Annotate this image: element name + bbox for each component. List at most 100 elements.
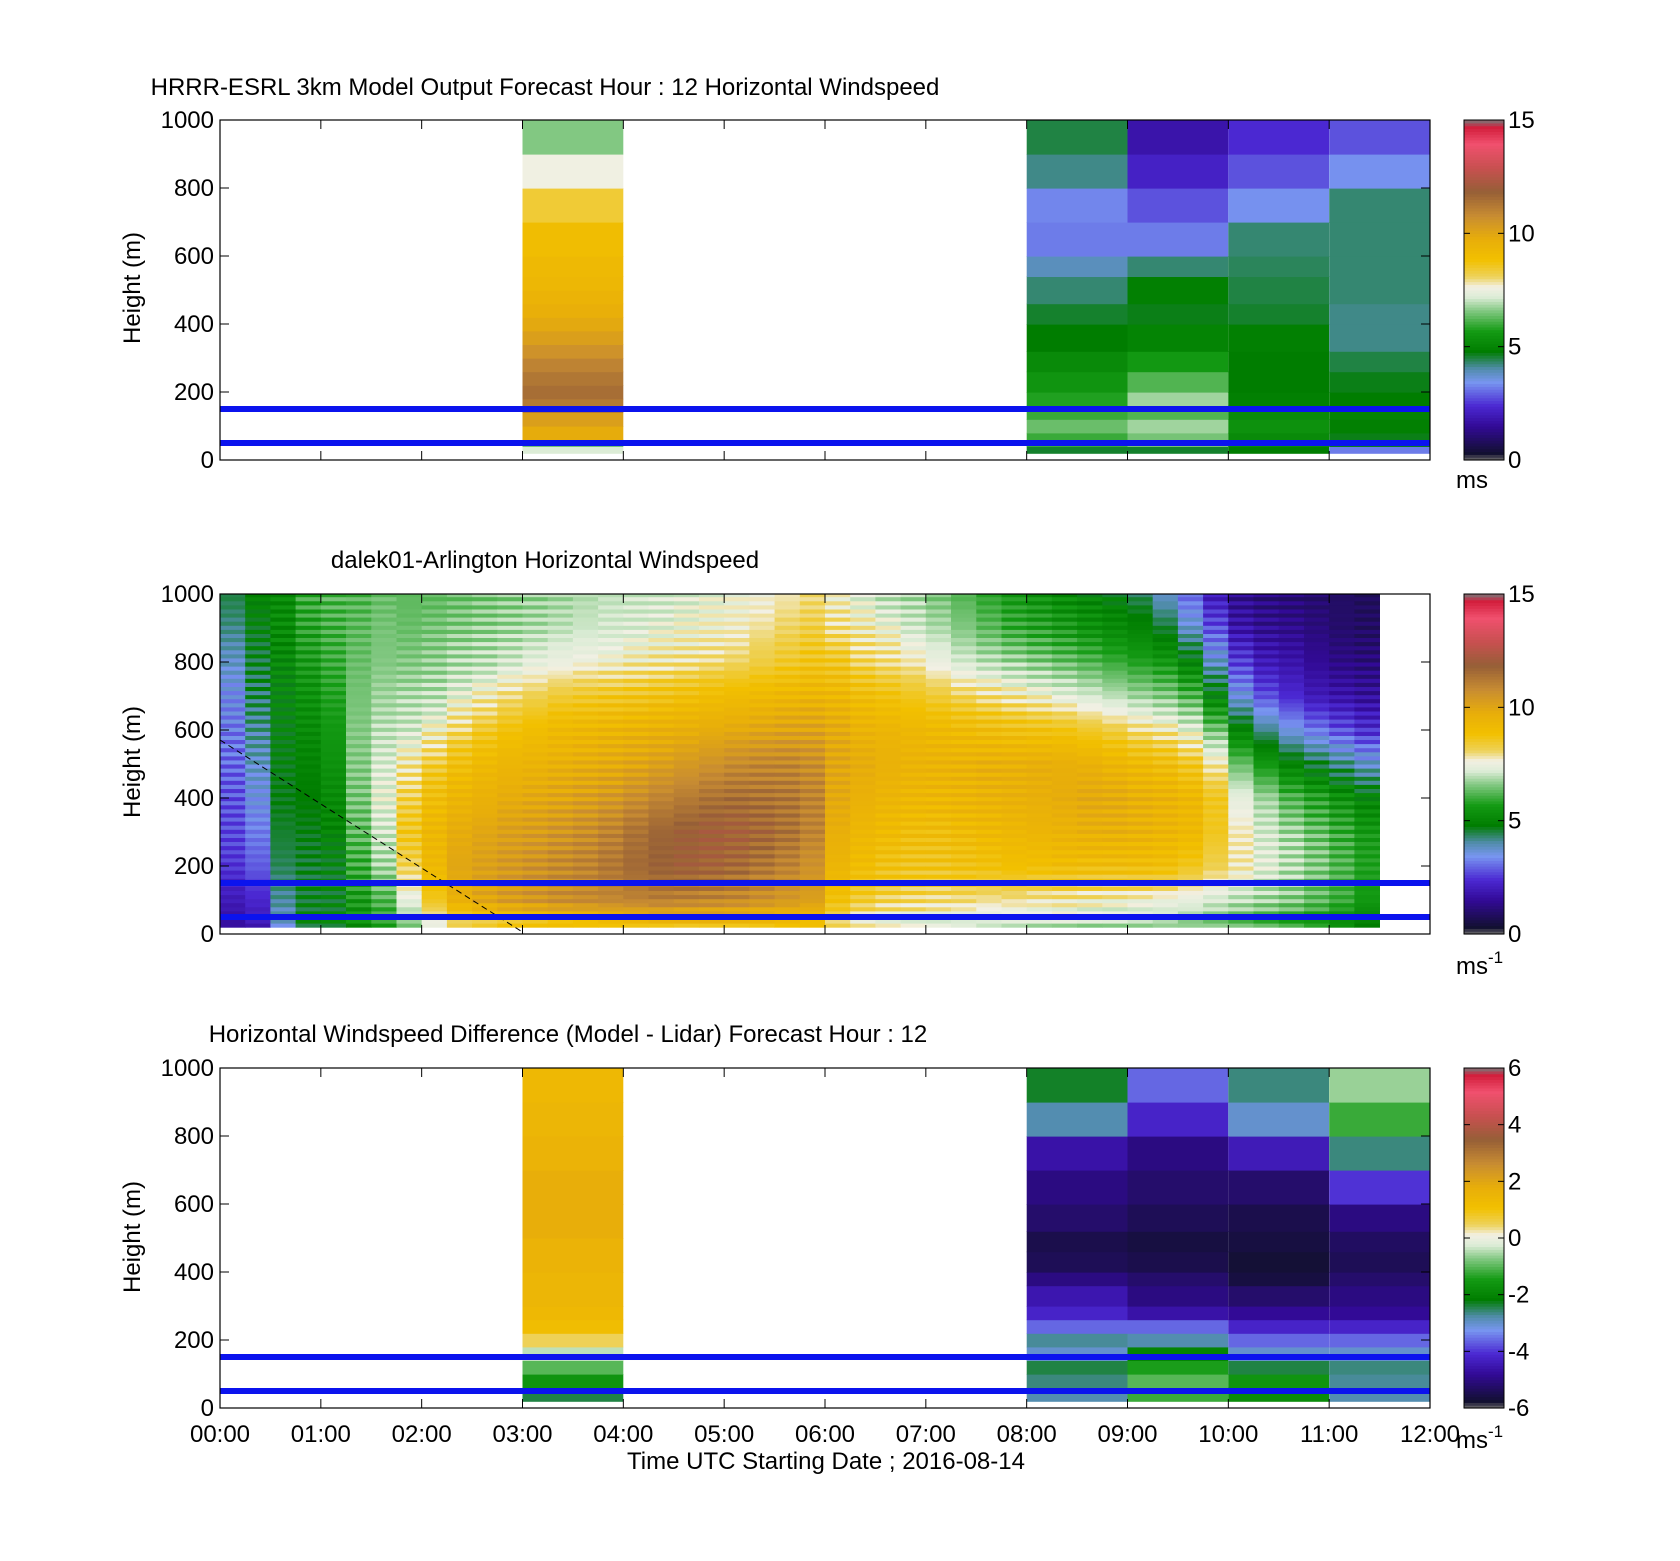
colorbar-segment: [1464, 1158, 1504, 1163]
heatmap-cell: [1203, 829, 1229, 834]
heatmap-cell: [875, 702, 901, 708]
heatmap-cell: [472, 694, 498, 700]
heatmap-cell: [1354, 849, 1380, 855]
heatmap-cell: [346, 739, 372, 745]
heatmap-cell: [295, 645, 322, 651]
heatmap-cell: [371, 743, 397, 749]
colorbar-segment: [1464, 290, 1504, 294]
heatmap-cell: [1329, 1319, 1430, 1334]
heatmap-cell: [572, 829, 599, 834]
heatmap-cell: [1354, 670, 1380, 675]
heatmap-cell: [1329, 902, 1355, 908]
heatmap-cell: [522, 759, 549, 765]
colorbar-segment: [1464, 1334, 1504, 1338]
heatmap-cell: [799, 719, 826, 724]
heatmap-cell: [572, 759, 599, 765]
heatmap-cell: [749, 776, 775, 781]
heatmap-cell: [522, 657, 549, 663]
heatmap-cell: [320, 702, 347, 708]
heatmap-cell: [825, 625, 851, 630]
heatmap-cell: [572, 641, 599, 647]
heatmap-cell: [295, 694, 322, 700]
heatmap-cell: [371, 853, 397, 859]
heatmap-cell: [1001, 764, 1028, 769]
heatmap-cell: [1077, 857, 1103, 863]
heatmap-cell: [371, 633, 397, 638]
heatmap-cell: [497, 784, 523, 789]
heatmap-cell: [774, 845, 801, 851]
heatmap-cell: [673, 702, 700, 708]
heatmap-cell: [522, 670, 549, 675]
heatmap-cell: [295, 833, 322, 838]
heatmap-cell: [825, 890, 851, 896]
colorbar-segment: [1464, 724, 1504, 728]
heatmap-cell: [396, 686, 423, 692]
x-axis-label: Time UTC Starting Date ; 2016-08-14: [627, 1448, 1025, 1475]
heatmap-cell: [1026, 1319, 1128, 1334]
heatmap-cell: [1354, 702, 1380, 708]
heatmap-cell: [1127, 1251, 1229, 1273]
colorbar-segment: [1464, 411, 1504, 416]
heatmap-cell: [371, 596, 397, 602]
heatmap-cell: [472, 657, 498, 663]
heatmap-cell: [1253, 617, 1280, 622]
heatmap-cell: [1177, 617, 1204, 622]
heatmap-cell: [925, 874, 952, 879]
heatmap-cell: [446, 788, 473, 794]
heatmap-cell: [976, 690, 1002, 696]
heatmap-cell: [245, 698, 271, 704]
colorbar-segment: [1464, 295, 1504, 300]
heatmap-cell: [875, 698, 901, 704]
heatmap-cell: [346, 861, 372, 867]
heatmap-cell: [925, 711, 952, 716]
heatmap-cell: [1228, 694, 1254, 700]
heatmap-cell: [1001, 731, 1028, 736]
heatmap-cell: [875, 857, 901, 863]
heatmap-cell: [1051, 727, 1078, 732]
colorbar-segment: [1464, 1257, 1504, 1262]
heatmap-cell: [522, 698, 549, 704]
heatmap-cell: [572, 870, 599, 875]
heatmap-cell: [699, 613, 725, 618]
heatmap-cell: [799, 784, 826, 789]
heatmap-cell: [572, 649, 599, 655]
heatmap-cell: [1354, 629, 1380, 634]
heatmap-cell: [1177, 715, 1204, 720]
heatmap-cell: [1253, 641, 1280, 647]
heatmap-cell: [900, 890, 927, 896]
heatmap-cell: [875, 768, 901, 773]
heatmap-cell: [623, 833, 649, 838]
heatmap-cell: [522, 706, 549, 712]
heatmap-cell: [825, 604, 851, 610]
heatmap-cell: [976, 743, 1002, 749]
heatmap-cell: [699, 604, 725, 610]
heatmap-cell: [850, 604, 876, 610]
heatmap-cell: [1203, 800, 1229, 806]
heatmap-cell: [774, 898, 801, 904]
heatmap-cell: [446, 923, 473, 928]
heatmap-cell: [1102, 706, 1128, 712]
colorbar-segment: [1464, 1175, 1504, 1180]
heatmap-cell: [1177, 759, 1204, 765]
heatmap-cell: [346, 600, 372, 606]
colorbar: [1463, 593, 1505, 935]
heatmap-cell: [724, 768, 750, 773]
heatmap-cell: [1102, 768, 1128, 773]
heatmap-cell: [1253, 670, 1280, 675]
heatmap-cell: [825, 874, 851, 879]
heatmap-cell: [900, 898, 927, 904]
heatmap-cell: [900, 894, 927, 900]
heatmap-cell: [900, 837, 927, 842]
heatmap-cell: [724, 649, 750, 655]
colorbar-segment: [1464, 693, 1504, 697]
heatmap-cell: [522, 426, 624, 441]
colorbar-segment: [1464, 1405, 1504, 1409]
heatmap-cell: [1329, 1285, 1430, 1307]
heatmap-cell: [1228, 1251, 1330, 1273]
colorbar: [1463, 1067, 1505, 1409]
heatmap-cell: [1077, 886, 1103, 891]
heatmap-cell: [799, 845, 826, 851]
heatmap-cell: [522, 1204, 624, 1239]
heatmap-cell: [371, 747, 397, 753]
heatmap-cell: [623, 857, 649, 863]
